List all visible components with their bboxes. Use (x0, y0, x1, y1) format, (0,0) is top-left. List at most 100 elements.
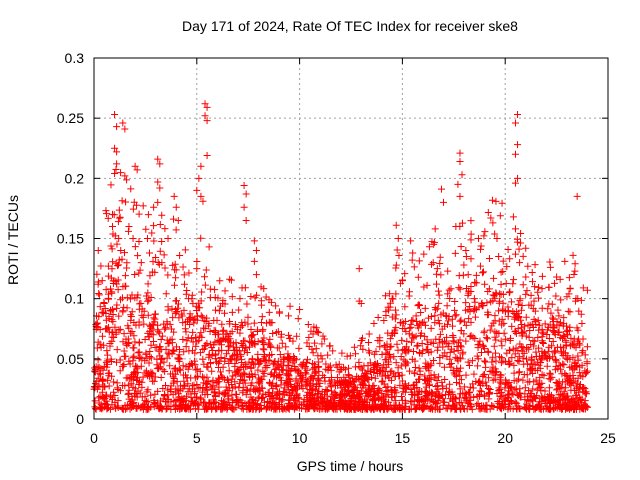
data-point (543, 362, 551, 370)
data-point (495, 384, 503, 392)
data-point (519, 376, 527, 384)
data-point (478, 299, 486, 307)
data-point (144, 289, 152, 297)
data-point (550, 279, 558, 287)
data-point (416, 375, 424, 383)
data-point (519, 252, 527, 260)
data-point (423, 281, 431, 289)
data-point (161, 392, 169, 400)
data-point (365, 330, 373, 338)
data-point (370, 396, 378, 404)
data-point (235, 306, 243, 314)
data-point (581, 397, 589, 405)
data-point (94, 280, 102, 288)
data-point (449, 333, 457, 341)
data-point (127, 316, 135, 324)
data-point (535, 294, 542, 302)
data-point (561, 369, 569, 377)
data-point (491, 365, 499, 373)
data-point (116, 213, 124, 221)
data-point (384, 358, 392, 366)
data-point (257, 283, 265, 291)
data-point (557, 296, 565, 304)
data-point (421, 304, 429, 312)
data-point (515, 313, 523, 321)
data-point (488, 402, 496, 410)
data-point (554, 306, 562, 314)
data-point (526, 321, 534, 329)
data-point (514, 375, 522, 383)
data-point (422, 383, 430, 391)
data-point (440, 398, 448, 406)
data-point (380, 398, 388, 406)
data-point (309, 330, 317, 338)
data-point (104, 272, 112, 280)
data-point (259, 338, 267, 346)
data-point (111, 111, 119, 119)
data-point (162, 290, 170, 298)
data-point (431, 398, 439, 406)
data-point (393, 246, 401, 254)
data-point (172, 343, 180, 351)
data-point (518, 302, 526, 310)
data-point (223, 350, 231, 358)
data-point (194, 405, 202, 413)
data-point (208, 367, 216, 375)
data-point (496, 290, 504, 298)
data-point (423, 336, 431, 344)
data-point (531, 337, 539, 345)
data-point (105, 312, 113, 320)
data-point (151, 318, 159, 326)
data-point (418, 340, 426, 348)
data-point (488, 358, 496, 366)
data-point (94, 338, 102, 346)
data-point (182, 371, 189, 379)
data-point (201, 100, 209, 108)
data-point (410, 263, 418, 271)
data-point (327, 383, 335, 391)
data-point (222, 383, 230, 391)
data-point (192, 366, 200, 374)
data-point (504, 245, 512, 253)
data-point (299, 385, 307, 393)
data-point (183, 405, 191, 413)
data-point (115, 206, 123, 214)
data-point (234, 395, 242, 403)
data-point (471, 298, 479, 306)
data-point (124, 390, 132, 398)
data-point (558, 349, 566, 357)
data-point (314, 358, 322, 366)
data-point (527, 291, 535, 299)
data-point (173, 378, 181, 386)
data-point (174, 354, 182, 362)
data-point (436, 260, 444, 268)
data-point (318, 388, 326, 396)
data-point (131, 271, 139, 279)
data-point (340, 402, 348, 410)
data-point (145, 296, 153, 304)
data-point (430, 240, 438, 248)
data-point (257, 404, 265, 412)
data-point (143, 235, 151, 242)
data-point (492, 289, 500, 297)
data-point (179, 335, 187, 343)
data-point (582, 369, 590, 377)
data-point (510, 276, 518, 284)
data-point (163, 320, 171, 328)
data-point (571, 360, 579, 368)
data-point (120, 352, 128, 360)
data-point (473, 401, 481, 409)
data-point (547, 342, 555, 350)
data-point (528, 269, 536, 277)
data-point (104, 294, 112, 302)
data-point (476, 337, 484, 345)
data-point (167, 388, 175, 396)
data-point (185, 362, 193, 370)
data-point (193, 394, 201, 402)
data-point (481, 280, 489, 288)
data-point (413, 342, 421, 350)
data-point (529, 337, 537, 345)
data-point (512, 327, 520, 335)
data-point (272, 302, 280, 310)
